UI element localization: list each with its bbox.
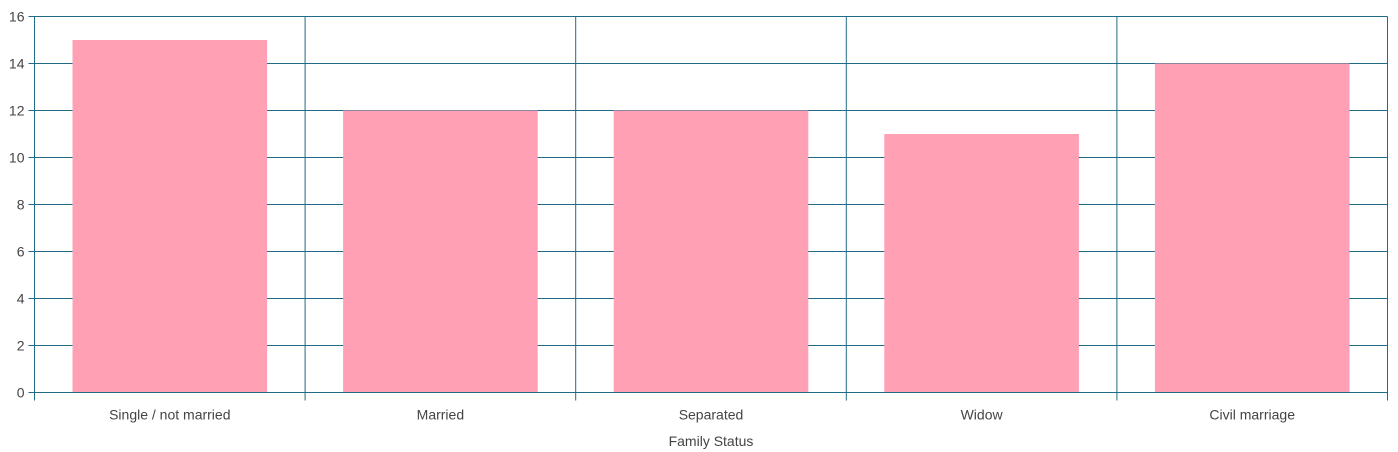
bars — [72, 40, 1350, 393]
y-tick-label: 8 — [17, 197, 25, 213]
y-tick-label: 10 — [9, 150, 25, 166]
y-tick-label: 4 — [17, 291, 25, 307]
x-tick-label: Single / not married — [109, 407, 230, 423]
bar — [613, 110, 809, 393]
y-tick-label: 2 — [17, 338, 25, 354]
y-tick-label: 12 — [9, 103, 25, 119]
bar — [884, 134, 1079, 393]
bar — [72, 40, 268, 393]
y-tick-label: 16 — [9, 9, 25, 25]
y-tick-label: 6 — [17, 244, 25, 260]
axes: 0 2 4 6 8 10 12 14 16 Single / not married Married… — [9, 9, 1388, 423]
y-tick-label: 14 — [9, 56, 25, 72]
x-tick-label: Widow — [961, 407, 1004, 423]
x-tick-label: Separated — [679, 407, 744, 423]
bar — [1154, 63, 1350, 393]
x-tick-label: Married — [417, 407, 464, 423]
bar — [343, 110, 538, 393]
y-tick-label: 0 — [17, 385, 25, 401]
x-tick-label: Civil marriage — [1209, 407, 1295, 423]
x-axis-title: Family Status — [669, 433, 754, 449]
